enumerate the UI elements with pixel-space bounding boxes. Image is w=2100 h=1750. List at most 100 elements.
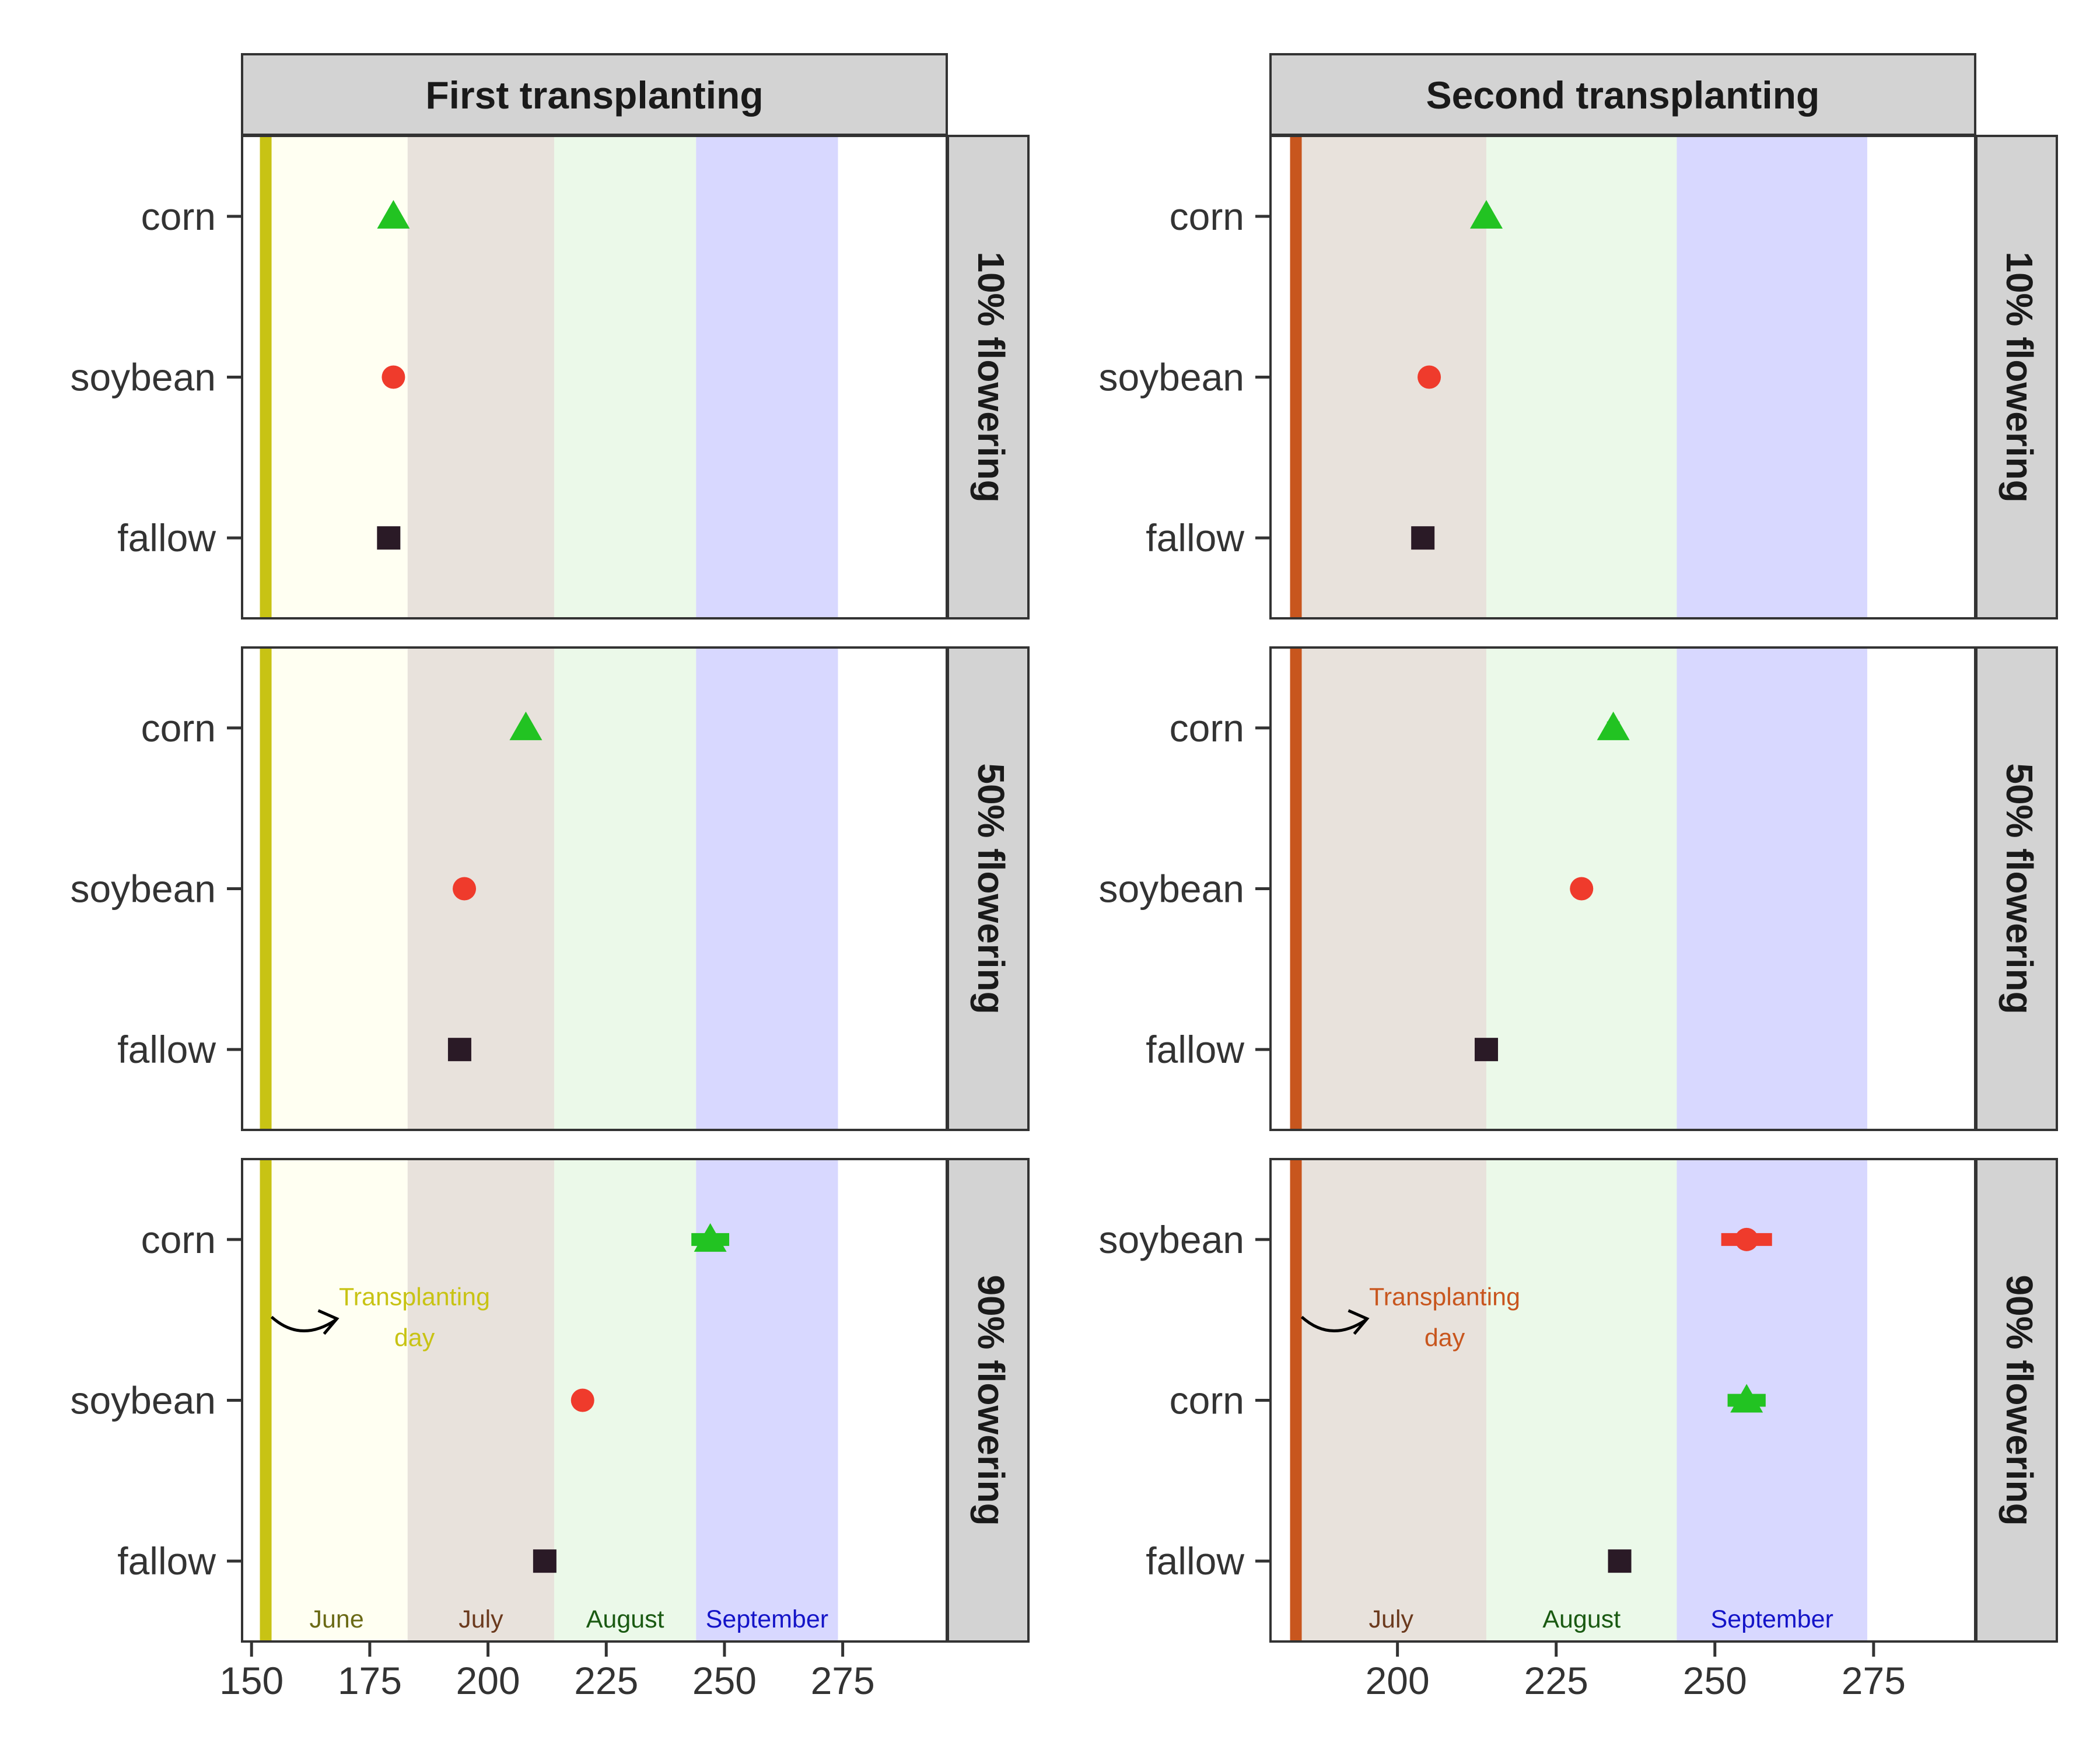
- marker-fallow: [1475, 1038, 1499, 1062]
- marker-corn: [1597, 711, 1630, 740]
- transplant-day-line: [1290, 648, 1302, 1130]
- data-point-fallow: [1608, 1549, 1632, 1573]
- x-tick-label: 225: [1524, 1659, 1588, 1702]
- column-strip-label: First transplanting: [425, 74, 763, 117]
- month-band-july: [1296, 136, 1487, 618]
- transplant-day-line: [1290, 1159, 1302, 1642]
- marker-soybean: [453, 877, 477, 901]
- data-point-soybean: [1570, 877, 1594, 901]
- x-tick-label: 175: [338, 1659, 402, 1702]
- month-band-june: [265, 648, 408, 1130]
- x-tick-label: 275: [1842, 1659, 1906, 1702]
- month-band-july: [407, 648, 555, 1130]
- y-tick-label: corn: [1170, 195, 1244, 238]
- month-band-september: [696, 136, 838, 618]
- y-tick-label: fallow: [117, 1028, 216, 1071]
- x-tick-label: 150: [219, 1659, 284, 1702]
- row-strip-label: 90% flowering: [970, 1275, 1012, 1525]
- data-point-soybean: [453, 877, 477, 901]
- annotation-arrow-head: [317, 1309, 340, 1335]
- month-band-september: [1676, 1159, 1867, 1642]
- data-point-fallow: [1411, 526, 1435, 550]
- month-band-july: [407, 1159, 555, 1642]
- y-tick-label: fallow: [117, 516, 216, 559]
- y-tick-label: soybean: [70, 867, 216, 911]
- marker-soybean: [382, 365, 405, 389]
- month-label-august: August: [1542, 1605, 1620, 1633]
- row-strip: [947, 135, 1030, 620]
- y-tick-label: soybean: [70, 1379, 216, 1422]
- annotation-arrow-head: [1348, 1309, 1370, 1335]
- y-tick-label: fallow: [1146, 1028, 1244, 1071]
- month-band-july: [407, 136, 555, 618]
- month-band-august: [554, 136, 696, 618]
- y-tick-label: corn: [141, 706, 216, 750]
- transplant-day-line: [260, 1159, 272, 1642]
- marker-corn: [1470, 200, 1503, 229]
- facet-panel: fallow soybean corn 50% flowering: [1098, 646, 2058, 1131]
- x-tick-label: 200: [456, 1659, 520, 1702]
- row-strip: [947, 1158, 1030, 1643]
- data-point-corn: [1470, 200, 1503, 229]
- marker-fallow: [1411, 526, 1435, 550]
- y-tick-label: soybean: [70, 356, 216, 399]
- month-band-june: [265, 1159, 408, 1642]
- row-strip: [1975, 135, 2058, 620]
- facet-panel: fallow soybean corn 10% flowering Second tra…: [1098, 53, 2058, 620]
- month-label-july: July: [459, 1605, 503, 1633]
- data-point-fallow: [533, 1549, 556, 1573]
- y-tick-label: corn: [1170, 706, 1244, 750]
- marker-soybean: [1418, 365, 1441, 389]
- row-strip: [1975, 646, 2058, 1131]
- marker-corn: [377, 200, 410, 229]
- y-tick-label: fallow: [117, 1539, 216, 1583]
- annotation-text: Transplanting: [1369, 1283, 1520, 1311]
- month-label-august: August: [586, 1605, 664, 1633]
- month-band-august: [1486, 136, 1677, 618]
- data-point-corn: [1727, 1384, 1766, 1413]
- month-label-september: September: [706, 1605, 828, 1633]
- facet-panel: June July August September fallow soybean corn…: [70, 1158, 1030, 1702]
- row-strip-label: 50% flowering: [1999, 763, 2041, 1014]
- row-strip-label: 10% flowering: [1999, 251, 2041, 502]
- data-point-soybean: [570, 1388, 594, 1412]
- data-point-fallow: [1475, 1038, 1499, 1062]
- y-tick-label: soybean: [1098, 356, 1244, 399]
- data-point-corn: [1597, 711, 1630, 740]
- transplant-day-line: [260, 136, 272, 618]
- month-label-september: September: [1711, 1605, 1833, 1633]
- month-label-june: June: [310, 1605, 364, 1633]
- data-point-fallow: [447, 1038, 471, 1062]
- x-tick-label: 250: [1683, 1659, 1747, 1702]
- month-band-september: [696, 1159, 838, 1642]
- month-band-september: [1676, 648, 1867, 1130]
- row-strip: [1975, 1158, 2058, 1643]
- marker-soybean: [570, 1388, 594, 1412]
- x-tick-label: 225: [574, 1659, 638, 1702]
- column-strip: [241, 53, 948, 136]
- marker-soybean: [1735, 1227, 1759, 1251]
- y-tick-label: fallow: [1146, 1539, 1244, 1583]
- data-point-soybean: [382, 365, 405, 389]
- marker-corn: [509, 711, 542, 740]
- month-band-august: [1486, 1159, 1677, 1642]
- data-point-fallow: [377, 526, 401, 550]
- marker-fallow: [1608, 1549, 1632, 1573]
- marker-corn: [1730, 1384, 1763, 1413]
- marker-fallow: [533, 1549, 556, 1573]
- y-tick-label: corn: [141, 1218, 216, 1261]
- y-tick-label: corn: [141, 195, 216, 238]
- marker-corn: [694, 1223, 727, 1252]
- row-strip-label: 50% flowering: [970, 763, 1012, 1014]
- data-point-soybean: [1418, 365, 1441, 389]
- marker-fallow: [377, 526, 401, 550]
- row-strip-label: 10% flowering: [970, 251, 1012, 502]
- annotation-arrow: [1300, 1315, 1367, 1332]
- x-tick-label: 275: [811, 1659, 875, 1702]
- data-point-corn: [509, 711, 542, 740]
- y-tick-label: fallow: [1146, 516, 1244, 559]
- y-tick-label: soybean: [1098, 1218, 1244, 1261]
- marker-fallow: [447, 1038, 471, 1062]
- month-band-september: [1676, 136, 1867, 618]
